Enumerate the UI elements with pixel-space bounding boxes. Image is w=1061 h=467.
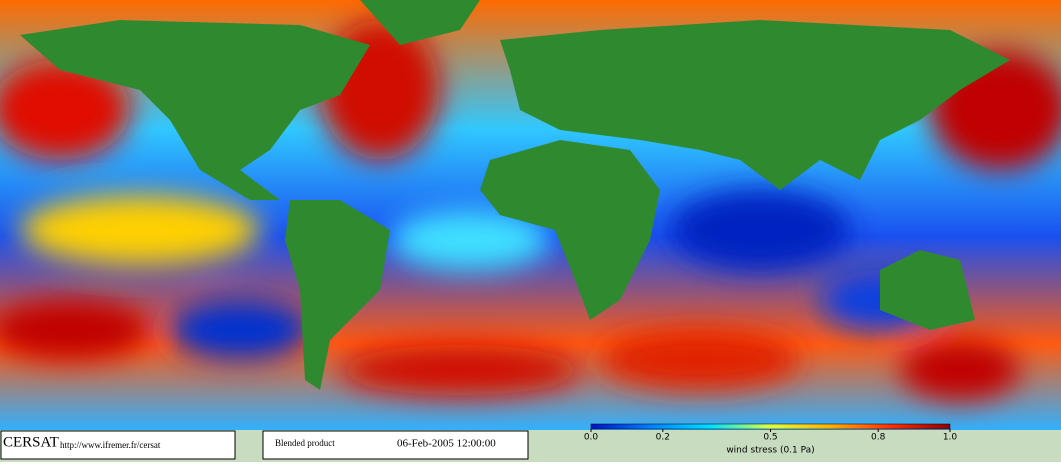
- tick-label: 0.2: [656, 433, 670, 443]
- tick-label: 0.8: [871, 433, 886, 443]
- tick-label: 0.5: [763, 433, 777, 443]
- logo-box: [0, 430, 236, 460]
- colorbar-scale: [590, 423, 951, 430]
- tick-label: 1.0: [943, 433, 958, 443]
- tick-label: 0.0: [584, 433, 599, 443]
- logo: CERSAT: [3, 434, 59, 450]
- colorbar-label: wind stress (0.1 Pa): [726, 446, 814, 456]
- continents: [20, 0, 1010, 390]
- url: http://www.ifremer.fr/cersat: [60, 440, 161, 450]
- product-box: [262, 430, 529, 460]
- datetime: 06-Feb-2005 12:00:00: [397, 438, 496, 450]
- product: Blended product: [275, 438, 335, 448]
